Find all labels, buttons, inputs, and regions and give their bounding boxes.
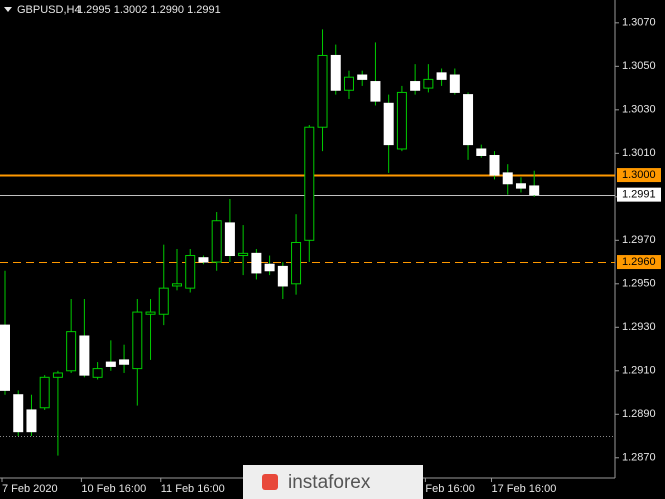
y-tick-label: 1.2970 [622, 234, 656, 246]
y-tick-label: 1.3010 [622, 147, 656, 159]
symbol-title: GBPUSD,H4 [17, 4, 81, 16]
candle-body [132, 311, 143, 370]
candle-body [410, 81, 421, 91]
candle-body [105, 361, 116, 367]
candle-body [343, 76, 354, 91]
x-tick-label: 10 Feb 16:00 [81, 483, 146, 495]
candle-body [198, 257, 209, 263]
candle-body [489, 154, 500, 176]
y-tick-label: 1.2870 [622, 452, 656, 464]
y-tick-label: 1.3070 [622, 17, 656, 29]
candle-body [476, 148, 487, 156]
candle-body [13, 394, 24, 433]
quote-values: 1.2995 1.3002 1.2990 1.2991 [77, 4, 221, 16]
level-label: 1.2960 [622, 256, 656, 268]
candle-body [383, 102, 394, 146]
candle-body [449, 74, 460, 93]
level-label: 1.2991 [622, 189, 656, 201]
watermark-text: instaforex [288, 472, 371, 493]
candle-body [370, 81, 381, 102]
candle-body [79, 335, 90, 376]
candle-body [224, 222, 235, 257]
y-tick-label: 1.2930 [622, 321, 656, 333]
candle-body [529, 185, 540, 196]
candle-body [396, 91, 407, 150]
y-tick-label: 1.3050 [622, 60, 656, 72]
candle-body [26, 409, 37, 433]
candle-body [317, 54, 328, 128]
candle-body [515, 183, 526, 189]
candle-body [251, 252, 262, 274]
candle-body [436, 72, 447, 80]
candle-body [39, 376, 50, 409]
candle-body [330, 54, 341, 91]
candle-body [92, 368, 103, 378]
x-tick-label: 7 Feb 2020 [2, 483, 58, 495]
candle-body [304, 126, 315, 241]
x-tick-label: 11 Feb 16:00 [161, 483, 225, 495]
candle-body [145, 311, 156, 315]
candle-body [66, 331, 77, 372]
candle-body [52, 372, 63, 378]
candle-body [502, 172, 513, 185]
watermark-logo [262, 474, 278, 490]
y-tick-label: 1.2910 [622, 365, 656, 377]
y-tick-label: 1.3030 [622, 104, 656, 116]
candle-body [238, 252, 249, 257]
candle-body [291, 241, 302, 285]
candle-body [423, 78, 434, 89]
candle-body [185, 255, 196, 289]
y-tick-label: 1.2950 [622, 278, 656, 290]
collapse-icon [4, 7, 12, 12]
candle-body [171, 283, 182, 287]
level-label-box [617, 168, 661, 183]
candle-body [211, 220, 222, 263]
level-label-box [617, 187, 661, 202]
candle-body [158, 287, 169, 315]
candle-body [277, 265, 288, 287]
level-label-box [617, 255, 661, 270]
y-tick-label: 1.2890 [622, 408, 656, 420]
candle-body [0, 324, 10, 391]
x-tick-label: 17 Feb 16:00 [492, 483, 557, 495]
candle-body [463, 94, 474, 146]
candle-body [264, 263, 275, 272]
candle-body [119, 359, 130, 365]
x-tick-label: Feb 16:00 [425, 483, 475, 495]
candle-body [357, 74, 368, 80]
level-label: 1.3000 [622, 169, 656, 181]
